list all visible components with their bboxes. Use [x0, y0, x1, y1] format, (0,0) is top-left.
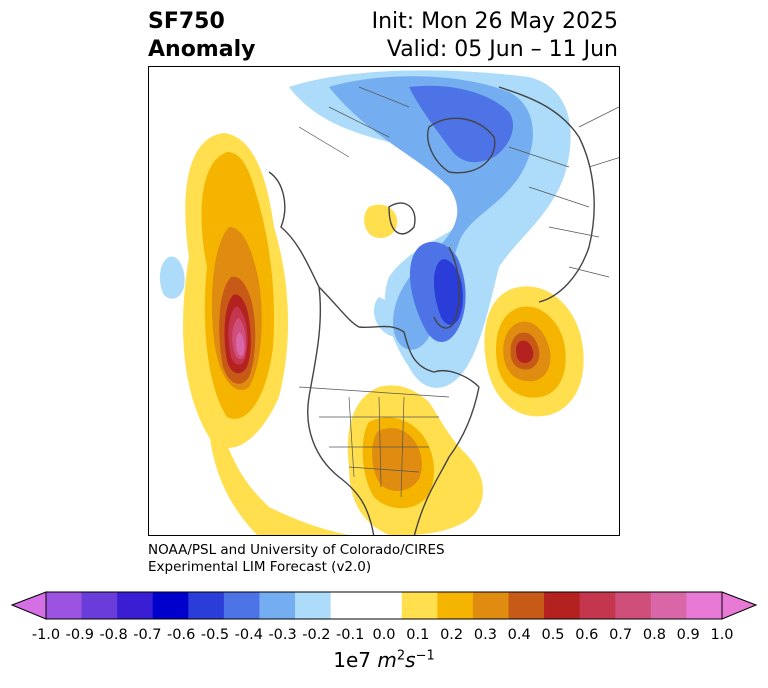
colorbar-tick-label: -0.9 — [65, 627, 94, 643]
political-borders — [298, 86, 619, 498]
colorbar-cell — [650, 592, 687, 619]
credit-text: NOAA/PSL and University of Colorado/CIRE… — [148, 542, 445, 576]
units-prefix: 1e7 — [333, 648, 372, 672]
colorbar-tick-label: -1.0 — [31, 627, 61, 643]
colorbar-cell — [81, 592, 118, 619]
chart-title-left: SF750 Anomaly — [148, 8, 255, 64]
colorbar-cell — [686, 592, 723, 619]
colorbar-cell — [117, 592, 154, 619]
colorbar-cell — [223, 592, 260, 619]
atlantic-ridge — [484, 286, 584, 417]
colorbar-tick-label: 0.6 — [575, 627, 599, 643]
colorbar-tick-label: 0.4 — [507, 627, 531, 643]
colorbar-cell — [46, 592, 83, 619]
colorbar-tick-label: -0.7 — [133, 627, 162, 643]
arctic-ridge-patch — [364, 204, 398, 238]
colorbar-tick-label: -0.4 — [234, 627, 263, 643]
credit-line-2: Experimental LIM Forecast (v2.0) — [148, 559, 372, 575]
variable-title: SF750 — [148, 9, 225, 34]
arctic-trough — [159, 70, 571, 388]
colorbar-cell — [472, 592, 510, 619]
colorbar-tick-label: 0.9 — [676, 627, 700, 643]
colorbar-cell — [615, 592, 652, 619]
colorbar-cell — [152, 592, 189, 619]
colorbar-cell — [366, 592, 403, 619]
colorbar-units: 1e7 m2s−1 — [333, 648, 434, 672]
colorbar-tick-label: -0.5 — [200, 627, 230, 643]
colorbar-tick-label: 0.5 — [541, 627, 565, 643]
credit-line-1: NOAA/PSL and University of Colorado/CIRE… — [148, 542, 445, 558]
units-s-exp: −1 — [415, 648, 435, 664]
colorbar-cell — [295, 592, 332, 619]
colorbar-cell — [188, 592, 225, 619]
colorbar-cell — [401, 592, 438, 619]
coastlines — [268, 86, 595, 535]
colorbar-tick-label: -0.3 — [268, 627, 297, 643]
colorbar-tick-label: -0.1 — [336, 627, 365, 643]
colorbar-tick-label: 0.1 — [406, 627, 430, 643]
valid-range: Valid: 05 Jun – 11 Jun — [386, 37, 618, 62]
colorbar-tick-label: 0.2 — [440, 627, 464, 643]
units-s: s — [405, 648, 416, 672]
colorbar — [10, 591, 758, 620]
colorbar-tick-label: 0.0 — [372, 627, 396, 643]
anomaly-title: Anomaly — [148, 37, 256, 62]
colorbar-cell — [544, 592, 581, 619]
anomaly-map-svg — [159, 70, 619, 535]
colorbar-cell — [259, 592, 296, 619]
chart-title-right: Init: Mon 26 May 2025 Valid: 05 Jun – 11… — [372, 8, 618, 64]
pacific-ridge — [183, 133, 351, 535]
colorbar-frame — [45, 591, 723, 620]
colorbar-over-arrow — [721, 591, 758, 620]
colorbar-tick-label: 0.8 — [642, 627, 666, 643]
colorbar-cell — [437, 592, 474, 619]
colorbar-tick-label: -0.8 — [99, 627, 128, 643]
colorbar-cell — [508, 592, 545, 619]
eastern-us-ridge — [347, 385, 483, 535]
colorbar-cell — [579, 592, 616, 619]
colorbar-tick-label: 0.3 — [473, 627, 497, 643]
colorbar-tick-label: -0.6 — [167, 627, 196, 643]
colorbar-tick-label: 1.0 — [710, 627, 734, 643]
polar-map — [148, 66, 620, 536]
units-m: m — [377, 648, 397, 672]
colorbar-tick-label: -0.2 — [302, 627, 331, 643]
colorbar-under-arrow — [10, 591, 47, 620]
colorbar-tick-label: 0.7 — [609, 627, 633, 643]
colorbar-cells — [46, 592, 723, 619]
units-m-exp: 2 — [396, 648, 406, 664]
init-date: Init: Mon 26 May 2025 — [371, 9, 618, 34]
colorbar-cell — [330, 592, 367, 619]
